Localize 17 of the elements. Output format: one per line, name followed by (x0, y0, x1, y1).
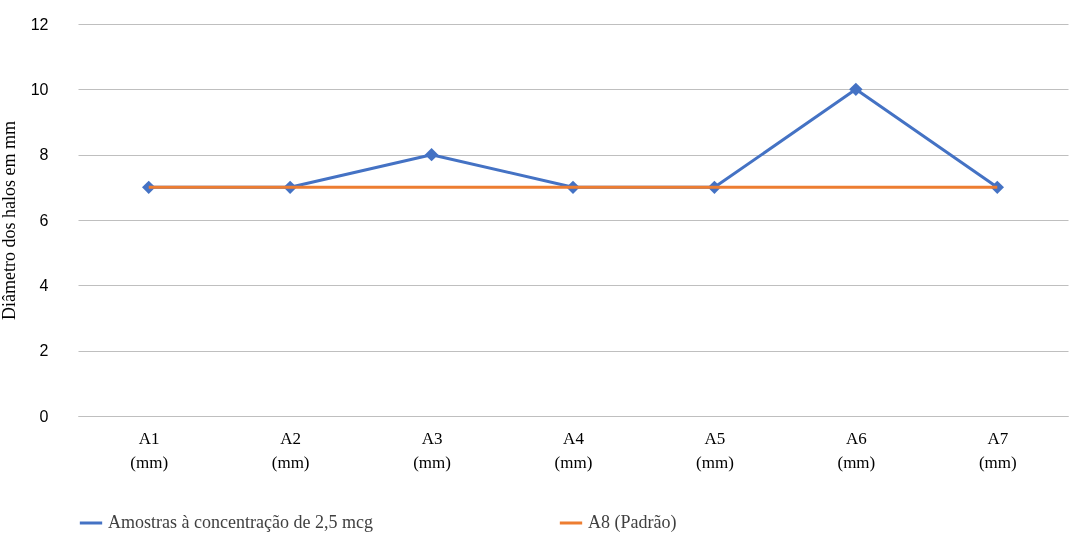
y-tick-label: 2 (39, 342, 49, 360)
x-tick-label: A5 (mm) (696, 428, 734, 472)
y-tick-label: 8 (39, 146, 49, 164)
x-tick-label: A2 (mm) (271, 428, 310, 472)
x-tick-label: A6 (mm) (837, 428, 876, 472)
legend-label: Amostras à concentração de 2,5 mcg (108, 512, 373, 532)
x-tick-label: A4 (mm) (554, 428, 593, 472)
x-tick-label: A1 (mm) (130, 428, 169, 472)
y-tick-label: 12 (30, 15, 49, 33)
y-tick-label: 0 (39, 407, 49, 425)
y-tick-label: 4 (39, 276, 49, 294)
y-tick-label: 6 (39, 211, 49, 229)
legend-label: A8 (Padrão) (588, 512, 677, 533)
y-axis-title: Diâmetro dos halos em mm (0, 121, 19, 320)
y-tick-label: 10 (30, 80, 49, 98)
x-tick-label: A3 (mm) (413, 428, 451, 472)
x-tick-label: A7 (mm) (978, 428, 1017, 472)
